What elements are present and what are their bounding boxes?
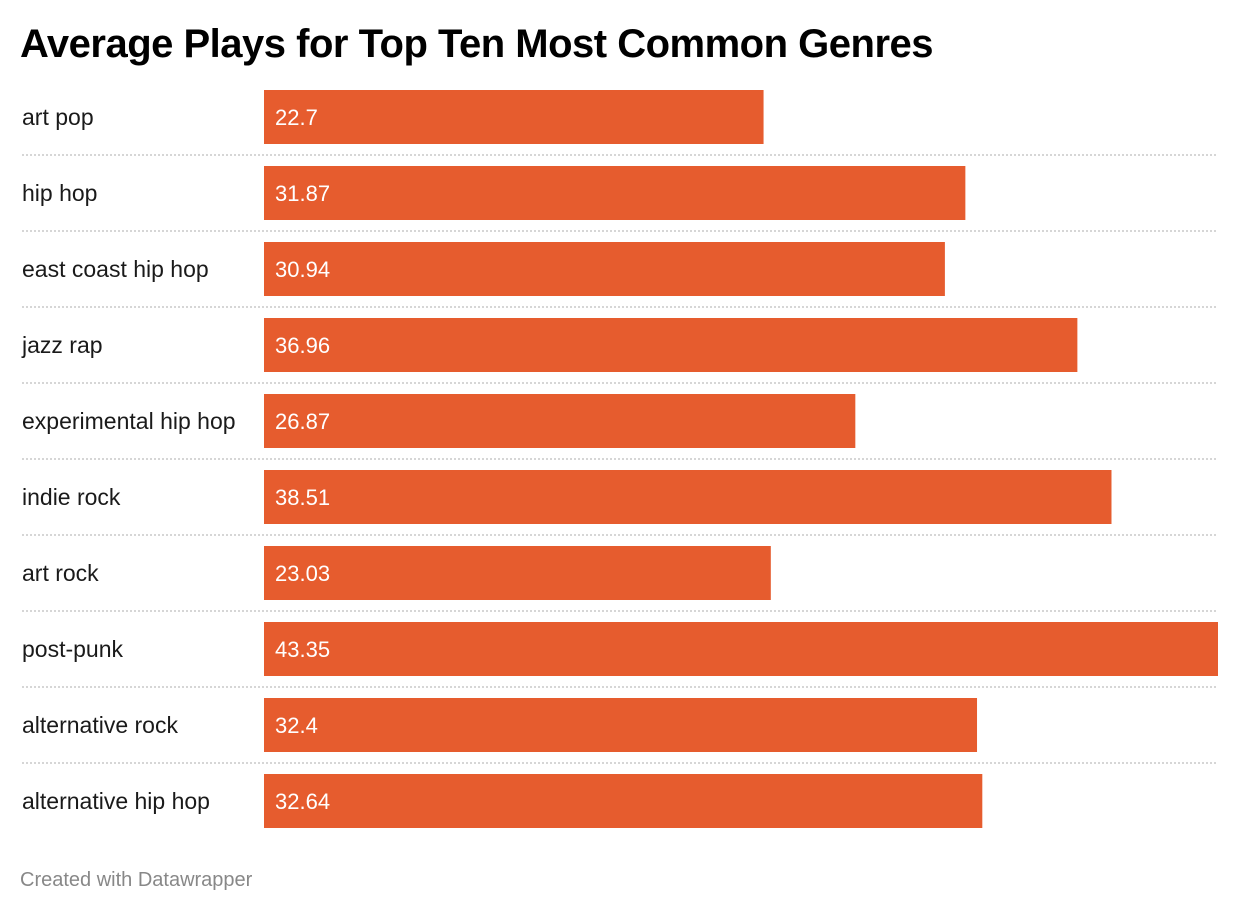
- bar-row: alternative hip hop 32.64: [22, 774, 983, 828]
- category-label: art pop: [22, 104, 94, 130]
- bar-row: art pop 22.7: [22, 90, 1218, 156]
- category-label: alternative rock: [22, 712, 178, 738]
- bar: [264, 774, 983, 828]
- bar: [264, 622, 1218, 676]
- bar-row: indie rock 38.51: [22, 470, 1218, 536]
- bar: [264, 394, 856, 448]
- value-label: 43.35: [275, 637, 330, 662]
- bar: [264, 166, 966, 220]
- bar-row: east coast hip hop 30.94: [22, 242, 1218, 308]
- category-label: experimental hip hop: [22, 408, 236, 434]
- value-label: 22.7: [275, 105, 318, 130]
- bar-row: hip hop 31.87: [22, 166, 1218, 232]
- bar-row: art rock 23.03: [22, 546, 1218, 612]
- bar: [264, 318, 1078, 372]
- category-label: post-punk: [22, 636, 124, 662]
- bar-row: jazz rap 36.96: [21, 318, 1218, 384]
- category-label: jazz rap: [21, 332, 103, 358]
- bar-row: post-punk 43.35: [22, 622, 1218, 688]
- category-label: hip hop: [22, 180, 97, 206]
- value-label: 36.96: [275, 333, 330, 358]
- bar: [264, 470, 1112, 524]
- value-label: 30.94: [275, 257, 330, 282]
- value-label: 23.03: [275, 561, 330, 586]
- category-label: east coast hip hop: [22, 256, 209, 282]
- bar: [264, 242, 945, 296]
- value-label: 32.64: [275, 789, 330, 814]
- bar-row: experimental hip hop 26.87: [22, 394, 1218, 460]
- value-label: 26.87: [275, 409, 330, 434]
- bar: [264, 698, 978, 752]
- bar: [264, 546, 771, 600]
- bar: [264, 90, 764, 144]
- category-label: indie rock: [22, 484, 121, 510]
- chart-title: Average Plays for Top Ten Most Common Ge…: [20, 22, 934, 66]
- value-label: 38.51: [275, 485, 330, 510]
- bar-row: alternative rock 32.4: [22, 698, 1218, 764]
- value-label: 31.87: [275, 181, 330, 206]
- category-label: art rock: [22, 560, 99, 586]
- value-label: 32.4: [275, 713, 318, 738]
- category-label: alternative hip hop: [22, 788, 210, 814]
- footer-credit: Created with Datawrapper: [20, 869, 253, 891]
